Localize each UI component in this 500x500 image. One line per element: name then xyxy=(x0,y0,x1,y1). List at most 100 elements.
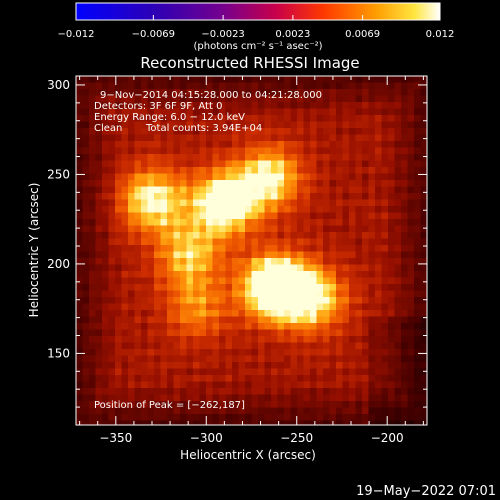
heatmap-pixel xyxy=(349,303,357,311)
heatmap-pixel xyxy=(381,323,389,331)
heatmap-pixel xyxy=(290,277,298,285)
heatmap-pixel xyxy=(388,329,396,337)
heatmap-pixel xyxy=(199,303,207,311)
heatmap-pixel xyxy=(193,154,201,162)
heatmap-pixel xyxy=(89,349,97,357)
heatmap-pixel xyxy=(180,225,188,233)
heatmap-pixel xyxy=(212,206,220,214)
heatmap-pixel xyxy=(310,251,318,259)
heatmap-pixel xyxy=(251,160,259,168)
heatmap-pixel xyxy=(245,76,253,84)
heatmap-pixel xyxy=(245,355,253,363)
heatmap-pixel xyxy=(121,76,129,84)
heatmap-pixel xyxy=(199,342,207,350)
heatmap-pixel xyxy=(297,251,305,259)
heatmap-pixel xyxy=(414,95,422,103)
heatmap-pixel xyxy=(134,310,142,318)
heatmap-pixel xyxy=(245,388,253,396)
heatmap-pixel xyxy=(219,329,227,337)
heatmap-pixel xyxy=(310,342,318,350)
heatmap-pixel xyxy=(160,277,168,285)
heatmap-pixel xyxy=(290,173,298,181)
heatmap-pixel xyxy=(323,310,331,318)
heatmap-pixel xyxy=(154,381,162,389)
heatmap-pixel xyxy=(193,245,201,253)
heatmap-pixel xyxy=(212,180,220,188)
heatmap-pixel xyxy=(420,134,427,142)
heatmap-pixel xyxy=(329,336,337,344)
heatmap-pixel xyxy=(82,362,90,370)
heatmap-pixel xyxy=(401,349,409,357)
heatmap-pixel xyxy=(401,167,409,175)
heatmap-pixel xyxy=(141,349,149,357)
heatmap-pixel xyxy=(238,284,246,292)
heatmap-pixel xyxy=(251,102,259,110)
heatmap-pixel xyxy=(154,89,162,97)
heatmap-pixel xyxy=(323,264,331,272)
heatmap-pixel xyxy=(212,225,220,233)
heatmap-pixel xyxy=(362,355,370,363)
heatmap-pixel xyxy=(284,186,292,194)
heatmap-pixel xyxy=(167,219,175,227)
heatmap-pixel xyxy=(323,160,331,168)
heatmap-pixel xyxy=(355,141,363,149)
heatmap-pixel xyxy=(310,186,318,194)
heatmap-pixel xyxy=(420,284,427,292)
heatmap-pixel xyxy=(355,303,363,311)
heatmap-pixel xyxy=(336,284,344,292)
heatmap-pixel xyxy=(420,297,427,305)
heatmap-pixel xyxy=(160,394,168,402)
heatmap-pixel xyxy=(264,115,272,123)
heatmap-pixel xyxy=(297,264,305,272)
heatmap-pixel xyxy=(219,323,227,331)
heatmap-pixel xyxy=(401,303,409,311)
heatmap-pixel xyxy=(264,245,272,253)
heatmap-pixel xyxy=(407,193,415,201)
heatmap-pixel xyxy=(108,245,116,253)
heatmap-pixel xyxy=(342,284,350,292)
heatmap-pixel xyxy=(108,407,116,415)
heatmap-pixel xyxy=(271,271,279,279)
heatmap-pixel xyxy=(95,303,103,311)
heatmap-pixel xyxy=(349,310,357,318)
heatmap-pixel xyxy=(355,121,363,129)
heatmap-pixel xyxy=(95,154,103,162)
heatmap-pixel xyxy=(186,219,194,227)
heatmap-pixel xyxy=(238,173,246,181)
heatmap-pixel xyxy=(342,414,350,422)
heatmap-pixel xyxy=(316,82,324,90)
heatmap-pixel xyxy=(82,251,90,259)
heatmap-pixel xyxy=(342,342,350,350)
heatmap-pixel xyxy=(115,355,123,363)
heatmap-pixel xyxy=(225,336,233,344)
heatmap-pixel xyxy=(232,336,240,344)
heatmap-pixel xyxy=(362,329,370,337)
heatmap-pixel xyxy=(264,394,272,402)
heatmap-pixel xyxy=(128,115,136,123)
heatmap-pixel xyxy=(381,134,389,142)
heatmap-pixel xyxy=(186,108,194,116)
heatmap-pixel xyxy=(310,160,318,168)
heatmap-pixel xyxy=(401,290,409,298)
heatmap-pixel xyxy=(375,102,383,110)
heatmap-pixel xyxy=(258,355,266,363)
heatmap-pixel xyxy=(180,89,188,97)
heatmap-pixel xyxy=(316,212,324,220)
heatmap-pixel xyxy=(134,271,142,279)
heatmap-pixel xyxy=(290,394,298,402)
heatmap-pixel xyxy=(95,212,103,220)
heatmap-pixel xyxy=(95,160,103,168)
heatmap-pixel xyxy=(134,121,142,129)
heatmap-pixel xyxy=(368,297,376,305)
heatmap-pixel xyxy=(121,251,129,259)
heatmap-pixel xyxy=(134,232,142,240)
heatmap-pixel xyxy=(82,115,90,123)
heatmap-pixel xyxy=(310,258,318,266)
heatmap-pixel xyxy=(128,414,136,422)
heatmap-pixel xyxy=(147,225,155,233)
heatmap-pixel xyxy=(134,258,142,266)
heatmap-pixel xyxy=(245,381,253,389)
heatmap-pixel xyxy=(193,310,201,318)
heatmap-pixel xyxy=(342,336,350,344)
heatmap-pixel xyxy=(342,245,350,253)
